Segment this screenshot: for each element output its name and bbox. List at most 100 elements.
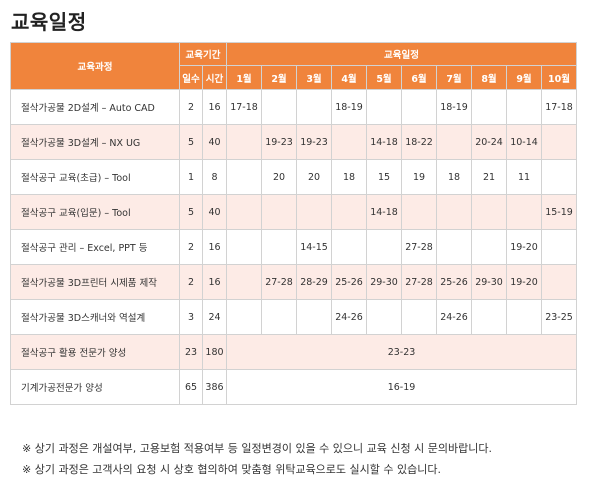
note-line: ※ 상기 과정은 개설여부, 고용보험 적용여부 등 일정변경이 있을 수 있으… bbox=[22, 442, 492, 455]
schedule-cell: 28-29 bbox=[296, 264, 332, 300]
month-header: 7월 bbox=[436, 65, 472, 90]
month-header: 8월 bbox=[471, 65, 507, 90]
course-name-cell: 기계가공전문가 양성 bbox=[10, 369, 180, 405]
schedule-cell bbox=[261, 89, 297, 125]
table-row: 절삭공구 교육(입문) – Tool 5 40 14-18 15-19 bbox=[10, 194, 578, 230]
hours-cell: 40 bbox=[202, 124, 227, 160]
schedule-cell bbox=[366, 89, 402, 125]
hours-cell: 16 bbox=[202, 229, 227, 265]
days-cell: 5 bbox=[179, 194, 203, 230]
course-name-cell: 절삭가공물 2D설계 – Auto CAD bbox=[10, 89, 180, 125]
schedule-cell bbox=[436, 124, 472, 160]
hours-cell: 16 bbox=[202, 89, 227, 125]
course-name-cell: 절삭가공물 3D설계 – NX UG bbox=[10, 124, 180, 160]
schedule-cell: 15-19 bbox=[540, 194, 578, 230]
schedule-cell bbox=[540, 159, 578, 195]
month-header: 1월 bbox=[226, 65, 262, 90]
days-cell: 65 bbox=[179, 369, 203, 405]
table-row: 절삭공구 활용 전문가 양성 23 180 23-23 bbox=[10, 334, 578, 370]
schedule-cell bbox=[331, 124, 367, 160]
schedule-cell: 29-30 bbox=[366, 264, 402, 300]
schedule-cell: 20 bbox=[296, 159, 332, 195]
schedule-cell: 24-26 bbox=[436, 299, 472, 335]
course-name-cell: 절삭공구 활용 전문가 양성 bbox=[10, 334, 180, 370]
schedule-span-cell: 16-19 bbox=[225, 369, 578, 405]
note-line: ※ 상기 과정은 고객사의 요청 시 상호 협의하여 맞춤형 위탁교육으로도 실… bbox=[22, 463, 441, 476]
hours-header: 시간 bbox=[202, 65, 227, 90]
month-header: 10월 bbox=[540, 65, 578, 90]
hours-cell: 180 bbox=[202, 334, 227, 370]
days-cell: 2 bbox=[179, 229, 203, 265]
schedule-cell: 14-18 bbox=[366, 124, 402, 160]
schedule-cell bbox=[226, 194, 262, 230]
schedule-cell: 27-28 bbox=[261, 264, 297, 300]
days-cell: 5 bbox=[179, 124, 203, 160]
schedule-cell bbox=[436, 229, 472, 265]
schedule-cell: 19-20 bbox=[506, 229, 542, 265]
days-cell: 1 bbox=[179, 159, 203, 195]
course-name-cell: 절삭공구 교육(입문) – Tool bbox=[10, 194, 180, 230]
schedule-cell bbox=[401, 194, 437, 230]
schedule-cell bbox=[226, 264, 262, 300]
schedule-cell bbox=[226, 229, 262, 265]
schedule-cell bbox=[261, 299, 297, 335]
schedule-cell: 17-18 bbox=[540, 89, 578, 125]
page-title: 교육일정 bbox=[11, 10, 87, 34]
hours-cell: 24 bbox=[202, 299, 227, 335]
schedule-cell bbox=[471, 194, 507, 230]
schedule-cell bbox=[261, 194, 297, 230]
days-cell: 2 bbox=[179, 264, 203, 300]
table-row: 절삭가공물 3D프린터 시제품 제작 2 16 27-28 28-29 25-26 29-3… bbox=[10, 264, 578, 300]
schedule-cell bbox=[540, 264, 578, 300]
schedule-cell: 18-19 bbox=[331, 89, 367, 125]
course-name-cell: 절삭가공물 3D스캐너와 역설계 bbox=[10, 299, 180, 335]
schedule-cell bbox=[226, 159, 262, 195]
schedule-cell: 23-25 bbox=[540, 299, 578, 335]
schedule-cell: 18 bbox=[331, 159, 367, 195]
schedule-cell: 19-23 bbox=[296, 124, 332, 160]
schedule-cell bbox=[506, 89, 542, 125]
course-name-cell: 절삭공구 관리 – Excel, PPT 등 bbox=[10, 229, 180, 265]
schedule-cell: 19 bbox=[401, 159, 437, 195]
table-row: 절삭가공물 3D스캐너와 역설계 3 24 24-26 24-26 23-25 bbox=[10, 299, 578, 335]
schedule-cell bbox=[471, 229, 507, 265]
schedule-cell bbox=[296, 194, 332, 230]
schedule-cell: 25-26 bbox=[331, 264, 367, 300]
schedule-cell bbox=[436, 194, 472, 230]
course-header: 교육과정 bbox=[10, 42, 180, 90]
table-header: 교육과정 교육기간 교육일정 일수 시간 1월 2월 3월 4월 5월 6월 7월 8월 9월 1… bbox=[10, 42, 578, 90]
schedule-cell bbox=[471, 299, 507, 335]
schedule-cell: 20-24 bbox=[471, 124, 507, 160]
schedule-cell bbox=[226, 299, 262, 335]
schedule-cell: 29-30 bbox=[471, 264, 507, 300]
period-header: 교육기간 bbox=[179, 42, 227, 66]
schedule-cell: 27-28 bbox=[401, 264, 437, 300]
table-row: 절삭가공물 3D설계 – NX UG 5 40 19-23 19-23 14-18 18-2… bbox=[10, 124, 578, 160]
schedule-cell: 24-26 bbox=[331, 299, 367, 335]
schedule-cell: 18-22 bbox=[401, 124, 437, 160]
schedule-header: 교육일정 bbox=[225, 42, 578, 66]
schedule-cell: 21 bbox=[471, 159, 507, 195]
schedule-cell: 19-23 bbox=[261, 124, 297, 160]
table-row: 절삭가공물 2D설계 – Auto CAD 2 16 17-18 18-19 18-19 1… bbox=[10, 89, 578, 125]
schedule-cell: 18-19 bbox=[436, 89, 472, 125]
hours-cell: 386 bbox=[202, 369, 227, 405]
days-cell: 2 bbox=[179, 89, 203, 125]
course-name-cell: 절삭가공물 3D프린터 시제품 제작 bbox=[10, 264, 180, 300]
schedule-cell: 14-15 bbox=[296, 229, 332, 265]
schedule-cell bbox=[296, 89, 332, 125]
schedule-cell bbox=[401, 299, 437, 335]
days-header: 일수 bbox=[179, 65, 203, 90]
month-header: 6월 bbox=[401, 65, 437, 90]
month-header: 2월 bbox=[261, 65, 297, 90]
month-header: 5월 bbox=[366, 65, 402, 90]
days-cell: 23 bbox=[179, 334, 203, 370]
schedule-cell: 15 bbox=[366, 159, 402, 195]
hours-cell: 40 bbox=[202, 194, 227, 230]
schedule-cell bbox=[331, 229, 367, 265]
schedule-cell bbox=[471, 89, 507, 125]
month-header: 3월 bbox=[296, 65, 332, 90]
schedule-cell: 14-18 bbox=[366, 194, 402, 230]
hours-cell: 8 bbox=[202, 159, 227, 195]
schedule-cell bbox=[506, 194, 542, 230]
